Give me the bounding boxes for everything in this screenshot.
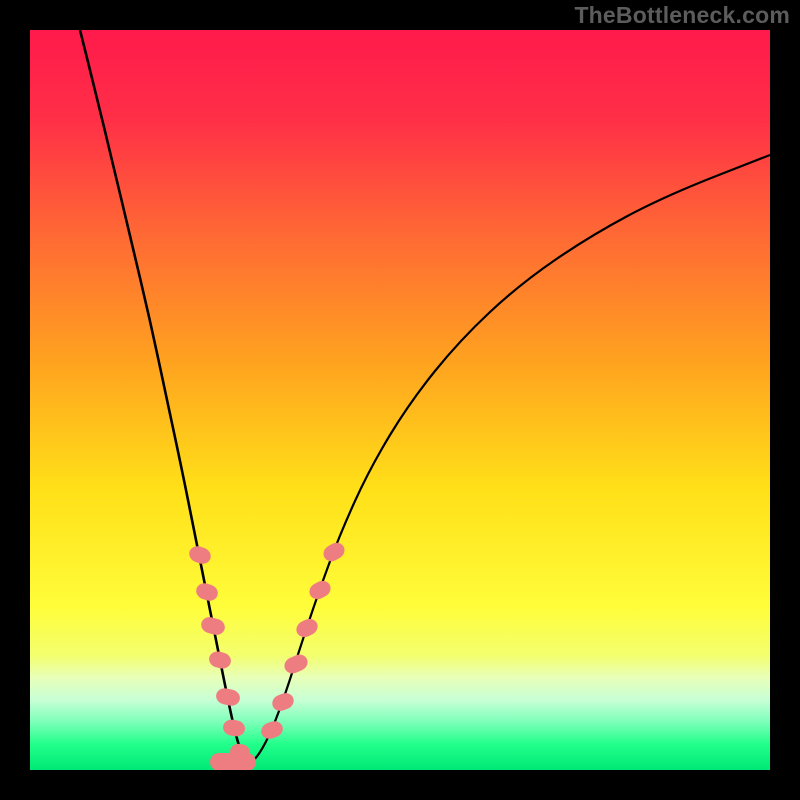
bottleneck-chart — [0, 0, 800, 800]
plot-background — [30, 30, 770, 770]
chart-canvas: TheBottleneck.com — [0, 0, 800, 800]
data-marker — [210, 753, 256, 771]
watermark-text: TheBottleneck.com — [574, 2, 790, 29]
